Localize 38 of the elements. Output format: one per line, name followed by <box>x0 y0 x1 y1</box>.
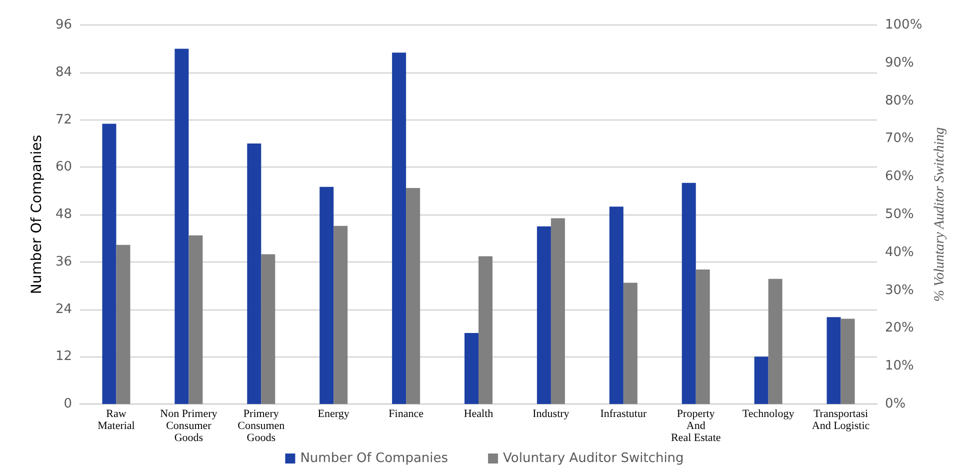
x-tick-label: Finance <box>388 408 424 420</box>
y-tick-label: 12 <box>55 349 72 364</box>
y-tick-label: 0 <box>64 396 72 412</box>
x-tick-label: Primery Consumen Goods <box>238 408 286 444</box>
x-tick-label: Health <box>464 408 494 420</box>
x-tick-label: Transportasi And Logistic <box>812 408 870 432</box>
bar <box>768 278 782 404</box>
legend-label: Number Of Companies <box>300 451 448 466</box>
y-tick-label: 72 <box>55 112 72 128</box>
y-tick-label: 24 <box>55 302 72 317</box>
bar <box>478 256 492 404</box>
x-tick-label: Property And Real Estate <box>670 408 721 444</box>
y2-tick-label: 30% <box>885 282 914 298</box>
x-tick-label: Raw Material <box>98 408 135 432</box>
y2-tick-label: 50% <box>885 207 914 222</box>
x-tick-label: Infrastutur <box>600 408 647 420</box>
y2-tick-label: 70% <box>885 131 914 146</box>
x-tick-label: Industry <box>532 408 570 420</box>
y-tick-label: 96 <box>55 18 72 32</box>
y-tick-label: 48 <box>55 207 72 222</box>
y-axis-title: Number Of Companies <box>29 134 45 294</box>
bar <box>174 48 189 404</box>
y2-tick-label: 20% <box>885 320 914 336</box>
y2-tick-label: 80% <box>885 93 914 108</box>
y2-tick-label: 100% <box>885 18 922 32</box>
y-tick-label: 36 <box>55 254 72 270</box>
y2-tick-label: 90% <box>885 55 914 70</box>
y2-tick-label: 60% <box>885 169 914 184</box>
x-tick-label: Energy <box>318 408 350 420</box>
x-tick-label: Technology <box>742 408 795 420</box>
y-tick-label: 60 <box>55 160 72 175</box>
y2-tick-label: 0% <box>885 396 906 412</box>
legend-label: Voluntary Auditor Switching <box>503 451 684 466</box>
y-tick-label: 84 <box>55 64 72 80</box>
x-tick-label: Non Primery Consumer Goods <box>160 408 218 444</box>
y2-tick-label: 40% <box>885 244 914 260</box>
y2-axis-title: % Voluntary Auditor Switching <box>932 127 948 302</box>
y2-tick-label: 10% <box>885 358 914 374</box>
